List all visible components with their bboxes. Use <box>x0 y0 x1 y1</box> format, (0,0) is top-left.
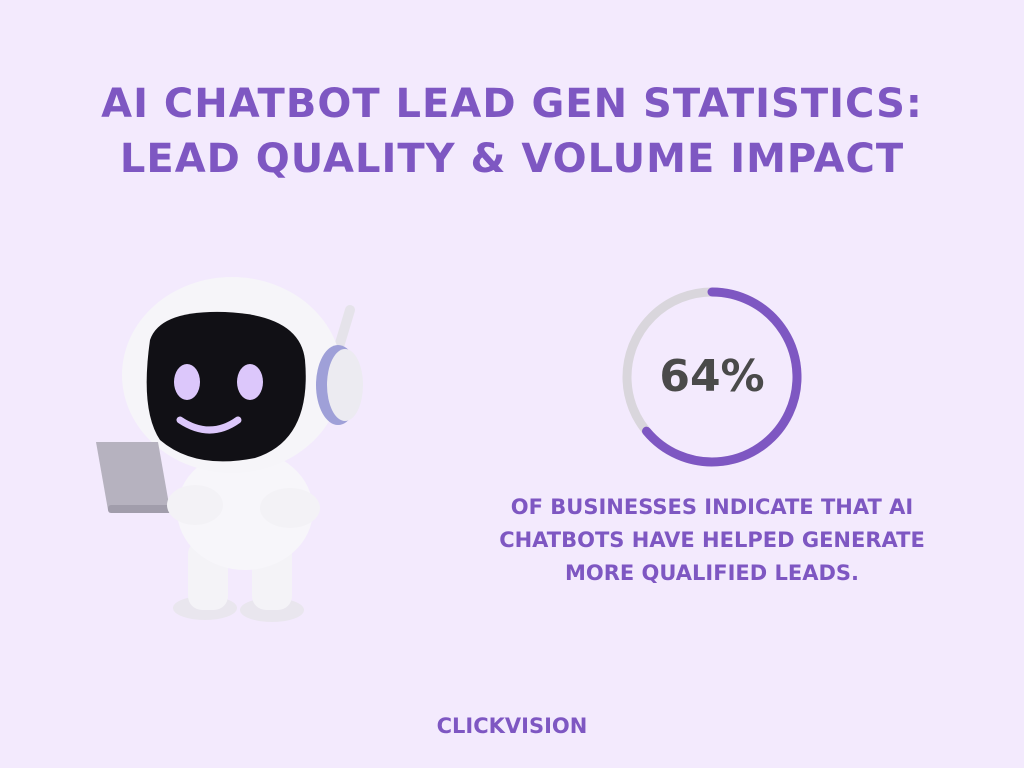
description-line: OF BUSINESSES INDICATE THAT AI <box>511 495 913 519</box>
brand: CLICKVISION <box>437 714 588 738</box>
robot-eye <box>237 364 263 400</box>
donut-arc <box>642 287 802 467</box>
robot-illustration <box>96 277 363 622</box>
title-line: AI CHATBOT LEAD GEN STATISTICS: <box>101 81 923 127</box>
robot-arm <box>260 488 320 528</box>
robot-ear <box>327 349 363 421</box>
laptop <box>96 442 170 510</box>
robot-arm <box>167 485 223 525</box>
title-line: LEAD QUALITY & VOLUME IMPACT <box>120 136 904 182</box>
robot-smile <box>176 416 242 434</box>
robot-eye <box>174 364 200 400</box>
robot-body <box>177 450 313 570</box>
description-line: MORE QUALIFIED LEADS. <box>565 561 859 585</box>
stat-label: 64% <box>659 351 764 402</box>
description-line: CHATBOTS HAVE HELPED GENERATE <box>499 528 925 552</box>
robot-face <box>146 311 306 462</box>
